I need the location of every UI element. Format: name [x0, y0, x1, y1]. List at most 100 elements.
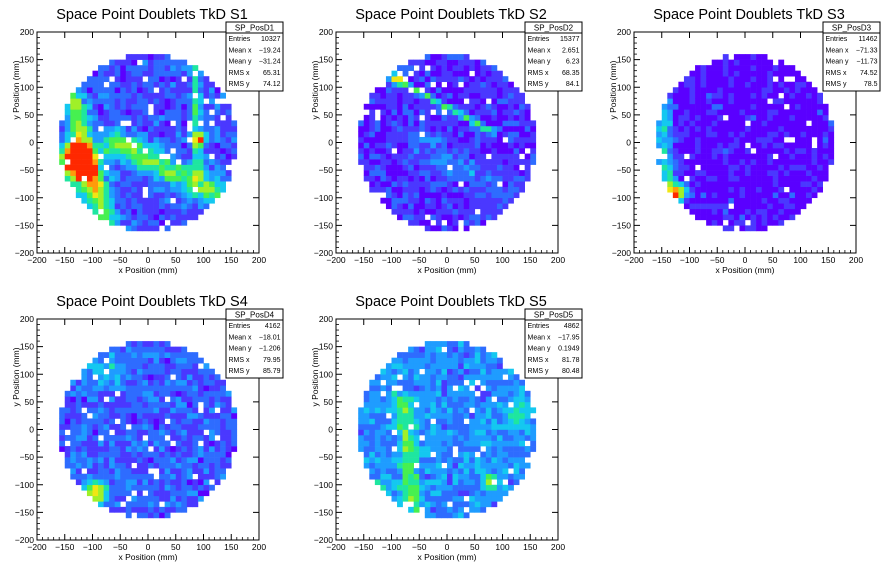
histogram-bin: [98, 479, 104, 486]
histogram-bin: [142, 396, 149, 403]
histogram-bin: [70, 114, 77, 121]
stats-value: 4162: [265, 323, 281, 330]
histogram-bin: [170, 103, 177, 110]
histogram-bin: [722, 159, 729, 165]
histogram-bin: [214, 120, 221, 127]
stats-value: −17.95: [558, 334, 580, 341]
histogram-bin: [513, 98, 520, 105]
histogram-bin: [380, 120, 387, 127]
histogram-bin: [419, 440, 426, 447]
histogram-bin: [363, 148, 370, 154]
histogram-bin: [408, 81, 414, 88]
histogram-bin: [136, 396, 143, 403]
histogram-bin: [159, 451, 165, 458]
histogram-bin: [214, 186, 221, 193]
histogram-bin: [469, 352, 476, 358]
histogram-bin: [739, 65, 746, 71]
histogram-bin: [496, 92, 503, 99]
histogram-bin: [447, 341, 453, 347]
histogram-bin: [75, 462, 82, 469]
histogram-bin: [391, 440, 398, 447]
histogram-bin: [463, 103, 470, 110]
histogram-bin: [197, 208, 204, 215]
histogram-bin: [806, 87, 812, 94]
histogram-bin: [142, 429, 149, 436]
histogram-bin: [728, 214, 735, 221]
histogram-bin: [722, 186, 729, 193]
histogram-bin: [142, 87, 149, 94]
histogram-bin: [92, 429, 99, 436]
histogram-bin: [695, 87, 701, 94]
histogram-bin: [385, 484, 392, 491]
histogram-bin: [767, 159, 774, 165]
histogram-bin: [794, 131, 801, 138]
histogram-bin: [114, 208, 121, 215]
histogram-bin: [86, 490, 93, 497]
histogram-bin: [397, 473, 403, 480]
histogram-bin: [672, 142, 679, 149]
histogram-bin: [430, 479, 437, 486]
histogram-bin: [220, 390, 226, 397]
histogram-bin: [131, 396, 138, 403]
histogram-bin: [767, 214, 774, 221]
histogram-bin: [728, 159, 735, 165]
histogram-bin: [519, 181, 525, 188]
histogram-bin: [408, 103, 414, 110]
histogram-bin: [424, 175, 431, 182]
histogram-bin: [369, 468, 376, 475]
histogram-bin: [733, 197, 740, 204]
histogram-bin: [530, 153, 537, 160]
histogram-bin: [413, 153, 420, 160]
histogram-bin: [474, 175, 481, 182]
histogram-bin: [424, 103, 431, 110]
histogram-bin: [419, 385, 426, 392]
histogram-bin: [159, 429, 165, 436]
histogram-bin: [778, 181, 785, 188]
histogram-bin: [153, 390, 160, 397]
histogram-bin: [474, 368, 481, 375]
histogram-bin: [463, 164, 470, 171]
histogram-bin: [75, 148, 82, 154]
histogram-bin: [98, 98, 104, 105]
histogram-bin: [424, 429, 431, 436]
histogram-bin: [170, 451, 177, 458]
histogram-bin: [114, 192, 121, 199]
histogram-bin: [175, 203, 182, 210]
histogram-bin: [380, 440, 387, 447]
histogram-bin: [131, 153, 138, 160]
histogram-bin: [800, 131, 807, 138]
histogram-bin: [424, 435, 431, 441]
histogram-bin: [772, 114, 779, 121]
histogram-bin: [447, 512, 453, 519]
histogram-bin: [695, 76, 701, 83]
histogram-bin: [469, 484, 476, 491]
histogram-bin: [502, 385, 509, 392]
histogram-bin: [114, 181, 121, 188]
histogram-bin: [86, 136, 93, 143]
histogram-bin: [75, 440, 82, 447]
histogram-bin: [667, 186, 674, 193]
histogram-bin: [474, 87, 481, 94]
histogram-bin: [197, 473, 204, 480]
histogram-bin: [148, 429, 154, 436]
histogram-bin: [524, 131, 531, 138]
histogram-bin: [214, 479, 221, 486]
histogram-bin: [463, 512, 470, 519]
histogram-bin: [203, 81, 210, 88]
histogram-bin: [683, 159, 690, 165]
histogram-bin: [98, 462, 104, 469]
histogram-bin: [430, 363, 437, 370]
histogram-bin: [142, 136, 149, 143]
histogram-bin: [81, 374, 88, 381]
histogram-bin: [430, 440, 437, 447]
histogram-bin: [700, 70, 707, 77]
histogram-bin: [739, 175, 746, 182]
histogram-bin: [136, 429, 143, 436]
histogram-bin: [385, 446, 392, 452]
histogram-bin: [480, 81, 487, 88]
histogram-bin: [424, 219, 431, 226]
histogram-bin: [397, 501, 403, 508]
histogram-bin: [667, 98, 674, 105]
histogram-bin: [92, 379, 99, 386]
y-tick-label: 150: [617, 55, 631, 65]
